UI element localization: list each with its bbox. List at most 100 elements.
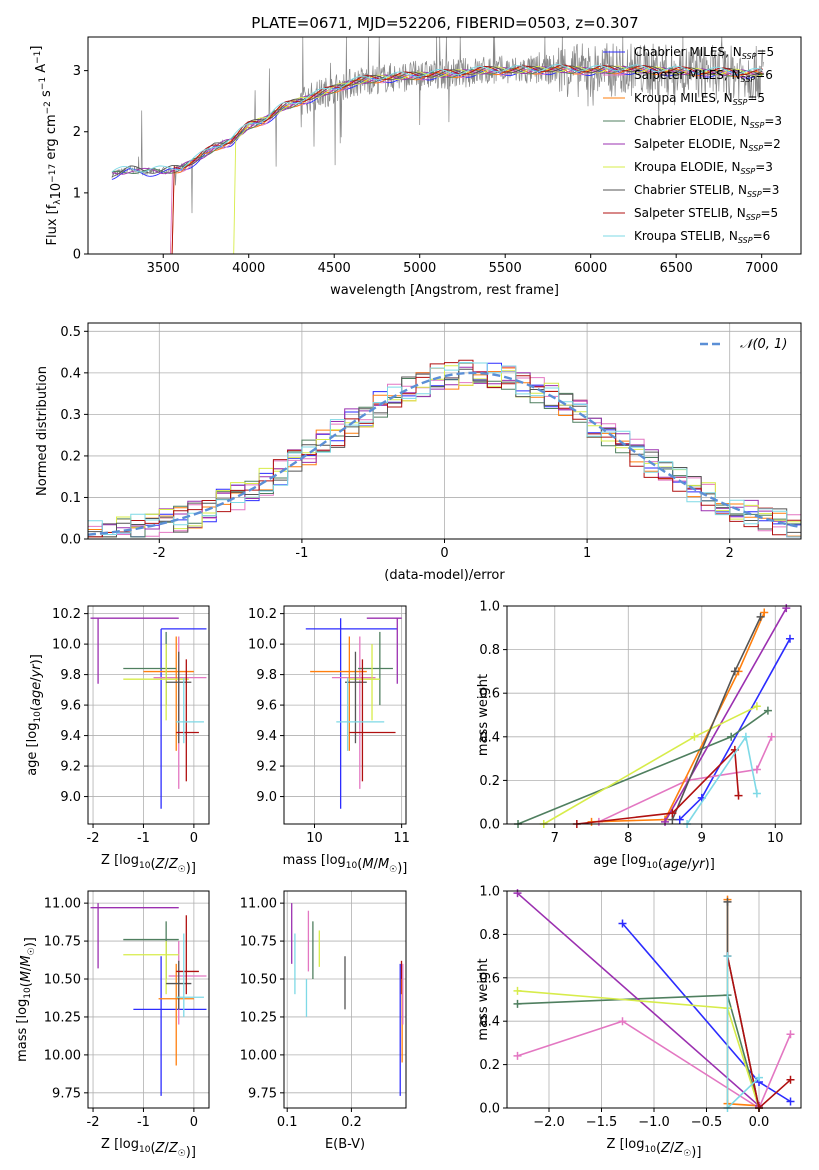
plus-marker <box>723 897 732 906</box>
y-axis-label: mass weight <box>476 958 491 1040</box>
label-part: age <box>663 857 687 872</box>
histogram-salpeter-stelib <box>88 359 801 538</box>
label-part: age <box>29 682 44 706</box>
label-part: age [log <box>593 853 646 868</box>
axes-frame <box>87 322 802 540</box>
histogram-kroupa-stelib <box>88 362 801 538</box>
model-line-salpeter-miles <box>168 67 764 255</box>
label-part: Flux [f <box>45 204 60 245</box>
legend-sub: SSP <box>738 236 753 245</box>
x-tick-label: 10 <box>767 831 784 846</box>
label-part: 10 <box>346 861 358 871</box>
panel-mass_vs_EBV: 0.1 0.2 9.75 10.00 10.25 10.50 10.75 11.00 E(B-V… <box>240 890 407 1152</box>
x-tick-label: 2 <box>726 546 734 561</box>
x-tick-label: -1 <box>137 831 150 846</box>
y-tick-label: 10.75 <box>44 935 81 950</box>
plus-marker <box>730 667 739 676</box>
plot-area-residuals <box>87 359 802 538</box>
x-axis-label: (data-model)/error <box>384 568 505 583</box>
legend-n: =5 <box>760 206 778 220</box>
legend-sub: SSP <box>750 121 765 130</box>
y-tick-label: 0.6 <box>479 971 500 986</box>
label-part: ( <box>19 982 34 987</box>
y-tick-label: 0.5 <box>60 325 81 340</box>
x-axis-label: Z [log10(Z/Z☉)] <box>101 853 196 876</box>
weight-line-kroupa-elodie <box>517 990 760 1109</box>
legend-label: Kroupa ELODIE, N <box>634 160 741 174</box>
axes-frame <box>87 36 802 255</box>
label-part: M <box>378 857 389 872</box>
y-tick-label: 0.4 <box>479 1015 500 1030</box>
y-tick-label: 10.75 <box>240 935 277 950</box>
y-axis-label: Flux [fλ10−17 erg cm−2 s−1 A−1] <box>29 46 64 246</box>
y-tick-label: 0.0 <box>479 1102 500 1117</box>
legend-entry: Chabrier STELIB, NSSP=3 <box>634 183 779 199</box>
label-part: age [log <box>25 723 40 776</box>
label-part: −2 <box>43 101 53 114</box>
legend-n: =2 <box>763 137 781 151</box>
y-tick-label: 2 <box>73 125 81 140</box>
x-tick-label: 10 <box>306 831 323 846</box>
y-tick-label: 0.0 <box>479 818 500 833</box>
plus-marker <box>618 919 627 928</box>
legend-label: Kroupa STELIB, N <box>634 229 738 243</box>
legend-sub: SSP <box>741 75 756 84</box>
label-part: yr <box>29 663 44 679</box>
x-tick-label: 0.2 <box>341 1115 362 1130</box>
x-tick-label: −2.0 <box>533 1115 565 1130</box>
label-part: Z [log <box>101 853 139 868</box>
plus-marker <box>763 706 772 715</box>
legend-sub: SSP <box>741 167 756 176</box>
weight-line-kroupa-elodie <box>543 705 758 825</box>
y-tick-label: 0.3 <box>60 408 81 423</box>
y-tick-label: 9.8 <box>256 668 277 683</box>
label-part: )] <box>705 857 715 872</box>
label-part: −1 <box>33 51 43 64</box>
legend-n: =3 <box>762 183 780 197</box>
label-part: Z [log <box>607 1137 645 1152</box>
plot-area-mass_vs_EBV <box>291 903 404 1096</box>
legend-n: =3 <box>764 114 782 128</box>
plus-marker <box>513 1051 522 1060</box>
label-part: ( <box>150 857 155 872</box>
y-tick-label: 0.1 <box>60 491 81 506</box>
y-axis-label: mass [log10(M/M☉)] <box>15 937 38 1062</box>
model-line-chabrier-miles <box>111 68 763 180</box>
weight-line-salpeter-elodie <box>664 607 787 823</box>
y-tick-label: 1.0 <box>479 885 500 900</box>
y-axis-label: Normed distribution <box>35 366 50 496</box>
y-tick-label: 0 <box>73 248 81 263</box>
axes-frame <box>506 605 802 825</box>
label-part: )] <box>691 1145 701 1160</box>
plus-marker <box>786 1030 795 1039</box>
y-tick-label: 1.0 <box>479 600 500 615</box>
label-part: )] <box>29 654 44 664</box>
x-tick-label: 5000 <box>403 261 436 276</box>
y-tick-label: 9.0 <box>256 790 277 805</box>
weight-line-chabrier-stelib <box>671 616 762 820</box>
model-line-salpeter-stelib <box>170 64 763 255</box>
legend-entry: Salpeter ELODIE, NSSP=2 <box>634 137 781 153</box>
label-part: λ <box>53 199 63 205</box>
legend-label: Kroupa MILES, N <box>634 91 733 105</box>
panel-spectrum: 3500 4000 4500 5000 5500 6000 6500 7000 0 1 2 3 wave… <box>29 36 802 298</box>
y-tick-label: 0.6 <box>479 687 500 702</box>
y-tick-label: 9.2 <box>256 760 277 775</box>
panel-weight_vs_Z: −2.0 −1.5 −1.0 −0.5 0.0 0.0 0.2 0.4 0.6 0.8 1.0 Z [… <box>476 885 802 1160</box>
label-part: 10 <box>644 1145 656 1155</box>
legend-n: =5 <box>756 45 774 59</box>
label-part: ☉ <box>27 947 37 955</box>
label-part: )] <box>397 861 407 876</box>
plus-marker <box>734 791 743 800</box>
x-tick-label: 3500 <box>147 261 180 276</box>
x-tick-label: −0.5 <box>691 1115 723 1130</box>
x-tick-label: 7000 <box>745 261 778 276</box>
x-tick-label: 5500 <box>489 261 522 276</box>
label-part: / <box>164 1141 169 1156</box>
plus-marker <box>752 702 761 711</box>
legend-entry: Chabrier MILES, NSSP=5 <box>634 45 774 61</box>
legend-n: =5 <box>747 91 765 105</box>
plus-marker <box>513 999 522 1008</box>
x-tick-label: -2 <box>87 831 100 846</box>
